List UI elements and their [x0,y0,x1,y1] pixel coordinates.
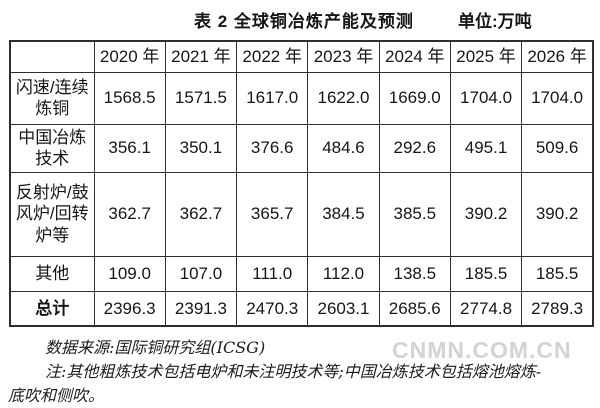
value-cell: 112.0 [307,255,380,292]
value-cell: 390.2 [521,171,594,257]
value-cell: 365.7 [236,171,309,257]
year-column-header: 2021 年 [164,40,238,73]
value-cell: 356.1 [93,123,166,173]
value-cell: 1669.0 [378,71,451,125]
value-cell: 2685.6 [378,290,451,327]
note-line-2: 底吹和侧吹。 [8,386,105,405]
value-cell: 1568.5 [93,71,166,125]
year-column-header: 2026 年 [521,40,594,73]
table-row: 总计 2396.3 2391.3 2470.3 2603.1 2685.6 2774.8 27… [9,290,594,327]
value-cell: 390.2 [449,171,523,257]
table-row: 其他 109.0 107.0 111.0 112.0 138.5 185.5 185.5 [9,255,594,292]
row-label: 闪速/连续炼铜 [9,71,95,125]
year-column-header: 2024 年 [378,40,451,73]
value-cell: 292.6 [378,123,451,173]
value-cell: 2774.8 [449,290,523,327]
value-cell: 1704.0 [449,71,523,125]
unit-label: 单位:万吨 [458,12,532,31]
table-header-row: 2020 年 2021 年 2022 年 2023 年 2024 年 2025 年 2026… [9,40,594,73]
year-column-header: 2020 年 [93,40,166,73]
value-cell: 109.0 [93,255,166,292]
table-row: 闪速/连续炼铜 1568.5 1571.5 1617.0 1622.0 1669.0 170… [9,71,594,125]
table-title: 表 2 全球铜冶炼产能及预测 [194,12,414,31]
table-row: 中国冶炼技术 356.1 350.1 376.6 484.6 292.6 495.1 509.… [9,123,594,173]
note-line-1: 注:其他粗炼技术包括电炉和未注明技术等;中国冶炼技术包括熔池熔炼- [45,362,542,381]
value-cell: 362.7 [93,171,166,257]
value-cell: 362.7 [164,171,238,257]
value-cell: 376.6 [236,123,309,173]
year-column-header: 2025 年 [449,40,523,73]
row-label: 总计 [9,290,95,327]
value-cell: 1622.0 [307,71,380,125]
value-cell: 385.5 [378,171,451,257]
value-cell: 350.1 [164,123,238,173]
capacity-table: 2020 年 2021 年 2022 年 2023 年 2024 年 2025 年 2026… [9,40,594,327]
value-cell: 2391.3 [164,290,238,327]
value-cell: 185.5 [449,255,523,292]
row-label: 反射炉/鼓风炉/回转炉等 [9,171,95,257]
value-cell: 1571.5 [164,71,238,125]
value-cell: 509.6 [521,123,594,173]
row-label: 其他 [9,255,95,292]
row-label: 中国冶炼技术 [9,123,95,173]
data-source-note: 数据来源:国际铜研究组(ICSG) [45,338,266,357]
value-cell: 185.5 [521,255,594,292]
value-cell: 1704.0 [521,71,594,125]
value-cell: 384.5 [307,171,380,257]
value-cell: 107.0 [164,255,238,292]
capacity-table-body: 2020 年 2021 年 2022 年 2023 年 2024 年 2025 年 2026… [9,40,594,327]
notes-block: 数据来源:国际铜研究组(ICSG) 注:其他粗炼技术包括电炉和未注明技术等;中国… [8,336,596,408]
value-cell: 1617.0 [236,71,309,125]
year-column-header: 2022 年 [236,40,309,73]
value-cell: 2396.3 [93,290,166,327]
table-row: 反射炉/鼓风炉/回转炉等 362.7 362.7 365.7 384.5 385.5 390… [9,171,594,257]
value-cell: 2603.1 [307,290,380,327]
value-cell: 111.0 [236,255,309,292]
year-column-header: 2023 年 [307,40,380,73]
corner-cell [9,40,95,73]
value-cell: 2789.3 [521,290,594,327]
value-cell: 2470.3 [236,290,309,327]
value-cell: 484.6 [307,123,380,173]
value-cell: 138.5 [378,255,451,292]
value-cell: 495.1 [449,123,523,173]
